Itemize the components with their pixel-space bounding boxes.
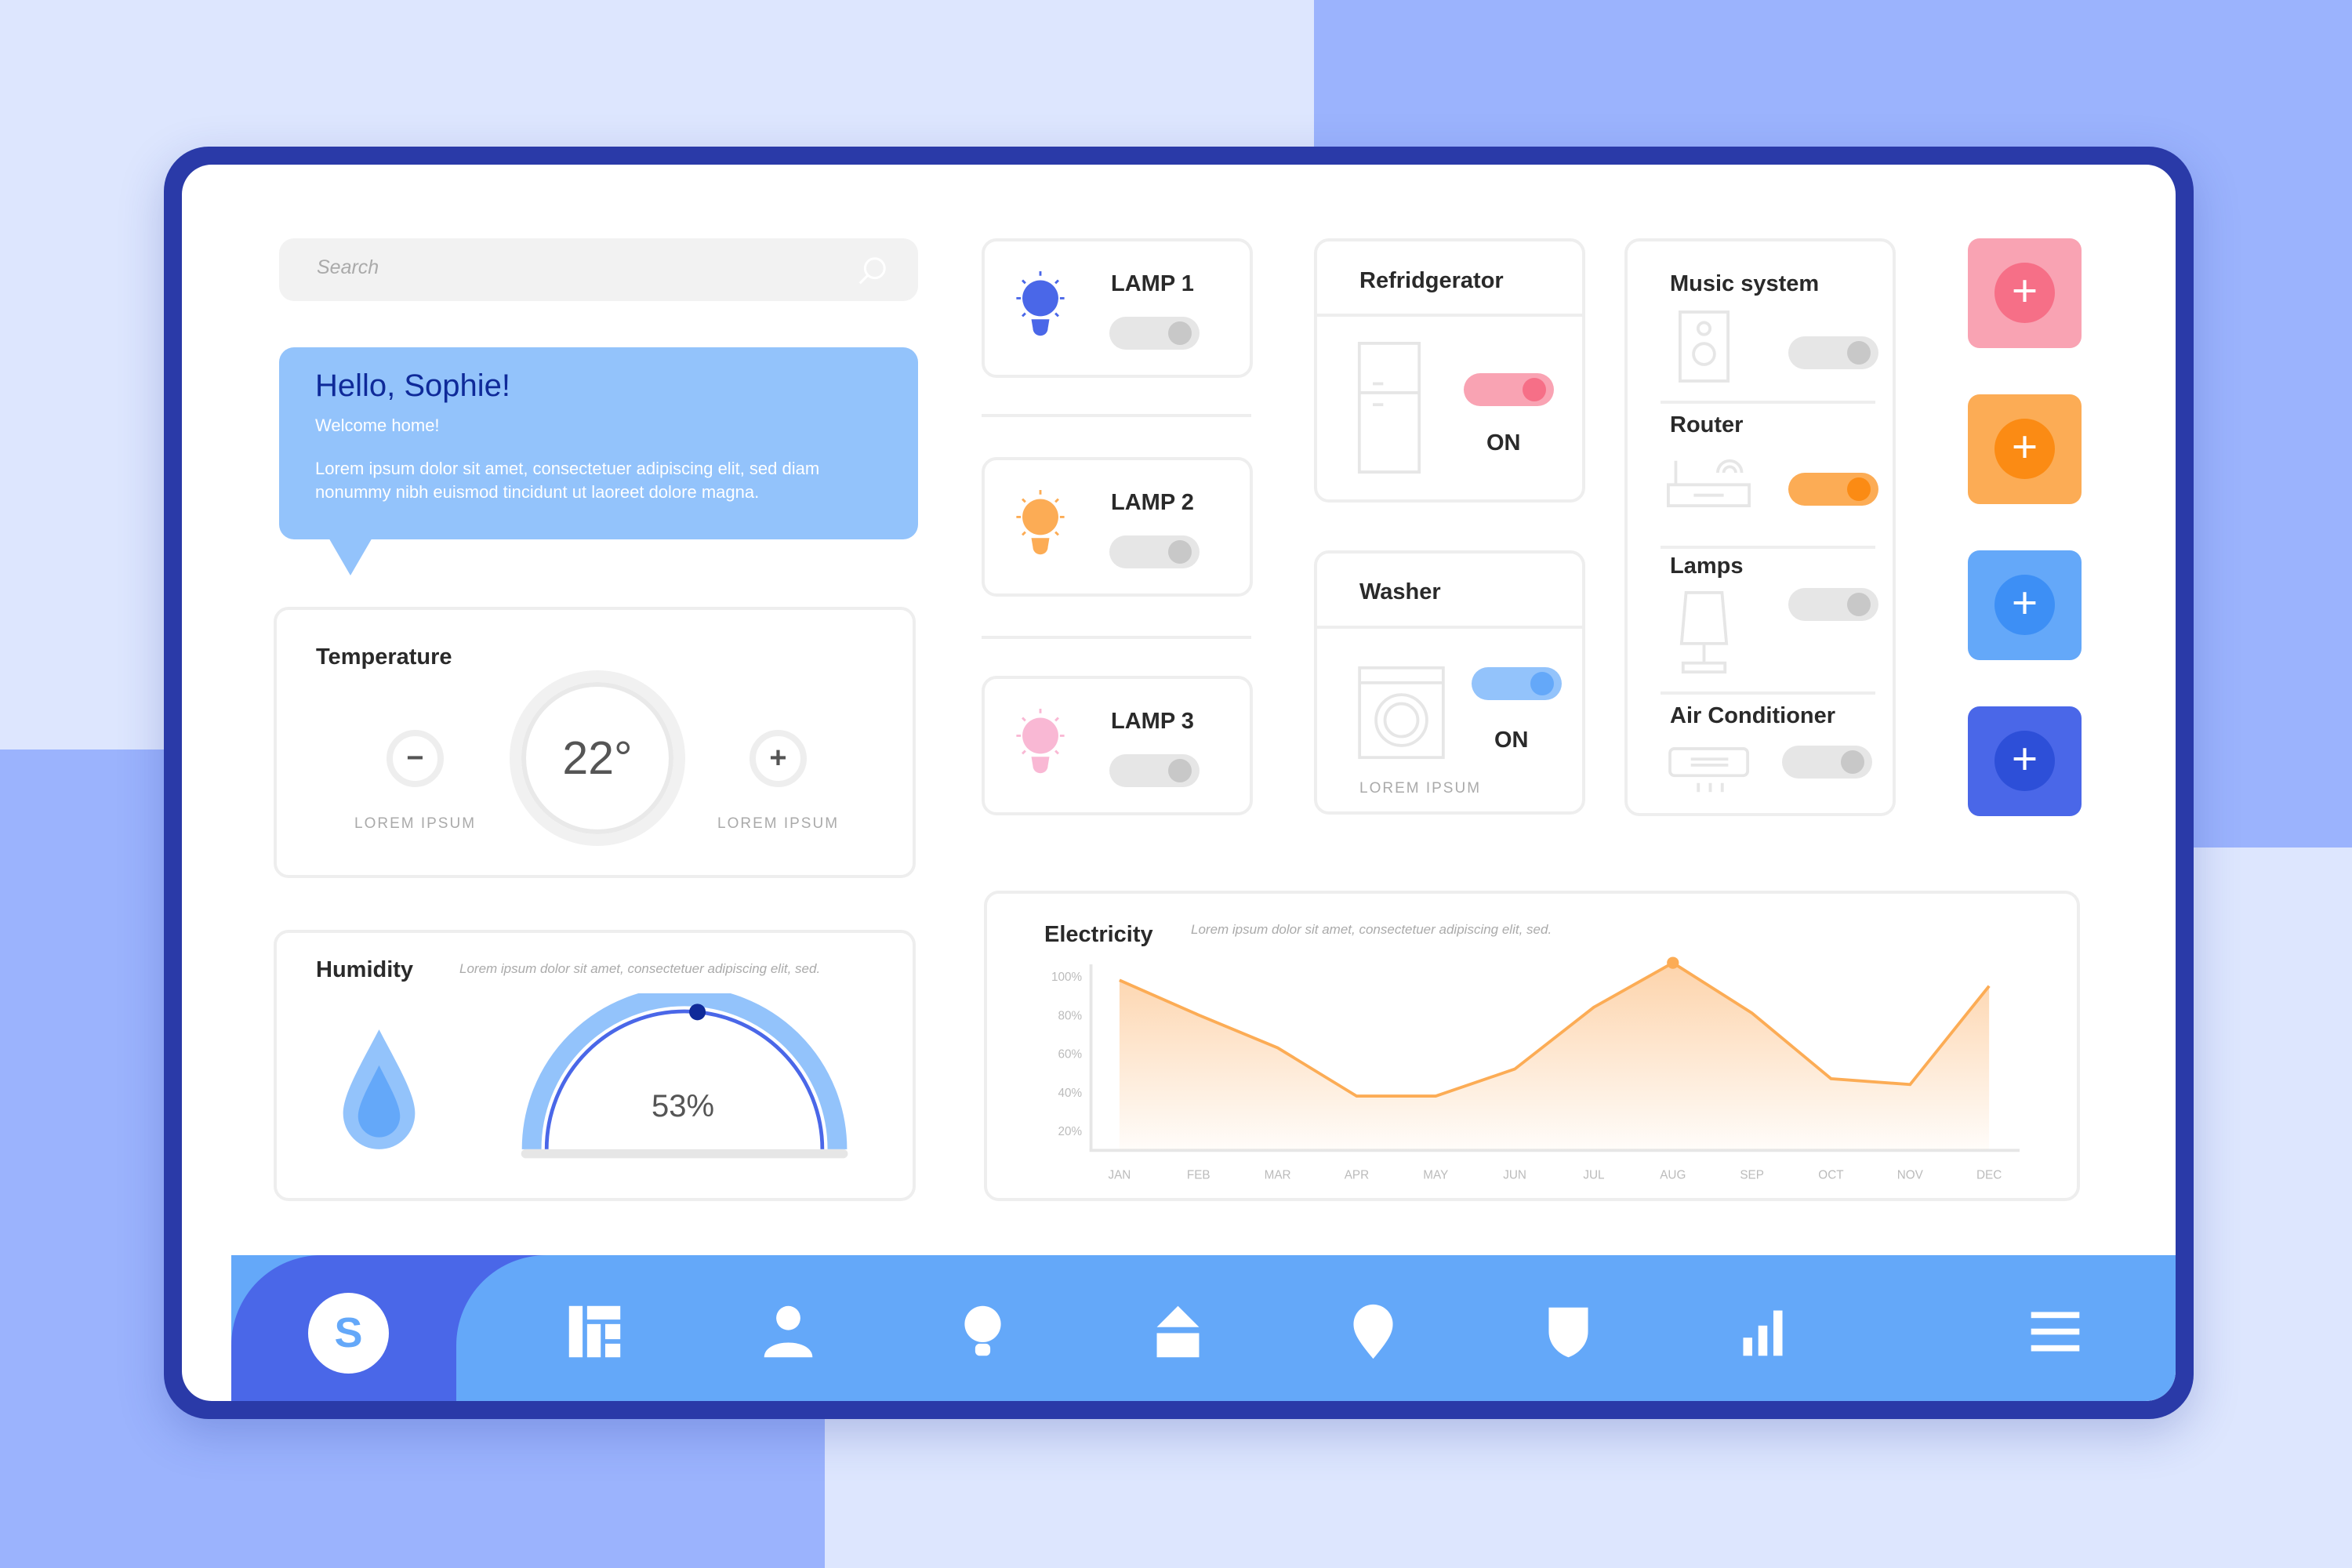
search-placeholder: Search [317, 256, 379, 278]
add-device-button[interactable]: + [1968, 550, 2082, 660]
shield-icon[interactable] [1538, 1301, 1599, 1362]
router-toggle[interactable] [1788, 473, 1878, 506]
washer-status: ON [1494, 728, 1529, 753]
minus-label: LOREM IPSUM [354, 815, 477, 832]
lamp-label: LAMP 1 [1111, 271, 1194, 296]
router-icon [1667, 459, 1751, 507]
washer-title: Washer [1359, 579, 1441, 604]
humidity-card: Humidity Lorem ipsum dolor sit amet, con… [274, 930, 916, 1201]
divider [982, 414, 1251, 417]
humidity-title: Humidity [316, 957, 414, 982]
user-icon[interactable] [758, 1301, 818, 1362]
water-drop-icon [343, 1029, 416, 1149]
lamp-toggle[interactable] [1109, 754, 1200, 787]
plus-icon: + [1994, 731, 2055, 791]
add-device-button[interactable]: + [1968, 706, 2082, 816]
device-label: Music system [1670, 271, 1820, 296]
lamp-toggle[interactable] [1109, 317, 1200, 350]
menu-icon[interactable] [2025, 1301, 2085, 1362]
refrigerator-toggle[interactable] [1464, 373, 1554, 406]
greeting-card: Hello, Sophie! Welcome home! Lorem ipsum… [279, 347, 918, 539]
lamp-card: LAMP 1 [982, 238, 1253, 378]
washer-card: Washer ON LOREM IPSUM [1314, 550, 1585, 815]
washer-icon [1358, 666, 1445, 760]
lamp-label: LAMP 2 [1111, 490, 1194, 515]
plus-icon: + [1994, 419, 2055, 479]
light-bulb-icon [1016, 490, 1065, 555]
humidity-gauge [521, 993, 848, 1159]
lamps-toggle[interactable] [1788, 588, 1878, 621]
air-conditioner-icon [1668, 747, 1750, 793]
electricity-description: Lorem ipsum dolor sit amet, consectetuer… [1191, 922, 1552, 937]
greeting-title: Hello, Sophie! [315, 368, 511, 403]
device-label: Air Conditioner [1670, 703, 1836, 728]
speaker-icon [1679, 310, 1730, 383]
gauge-marker [689, 1004, 706, 1021]
search-input[interactable]: Search [279, 238, 918, 301]
avatar[interactable]: S [308, 1293, 389, 1374]
divider [1661, 546, 1875, 549]
divider [1661, 691, 1875, 695]
dashboard: Search Hello, Sophie! Welcome home! Lore… [182, 165, 2176, 1401]
dashboard-icon[interactable] [564, 1301, 625, 1362]
lamp-card: LAMP 3 [982, 676, 1253, 815]
refrigerator-card: Refridgerator ON [1314, 238, 1585, 503]
bulb-icon[interactable] [953, 1301, 1013, 1362]
lamp-icon [1679, 591, 1729, 674]
air-conditioner-toggle[interactable] [1782, 746, 1872, 779]
refrigerator-status: ON [1486, 430, 1521, 456]
humidity-description: Lorem ipsum dolor sit amet, consectetuer… [459, 961, 821, 976]
temperature-title: Temperature [316, 644, 452, 670]
plus-icon: + [1994, 575, 2055, 635]
bubble-tail [328, 536, 373, 575]
lamp-card: LAMP 2 [982, 457, 1253, 597]
devices-card: Music system Router Lamps Air Conditione… [1624, 238, 1896, 816]
increase-temp-button[interactable]: + [750, 730, 807, 787]
divider [1317, 626, 1582, 629]
greeting-subtitle: Welcome home! [315, 416, 440, 435]
device-label: Lamps [1670, 554, 1744, 579]
refrigerator-title: Refridgerator [1359, 268, 1504, 293]
decrease-temp-button[interactable]: − [387, 730, 444, 787]
search-icon[interactable] [855, 255, 888, 288]
light-bulb-icon [1016, 709, 1065, 774]
washer-footer: LOREM IPSUM [1359, 780, 1482, 797]
refrigerator-icon [1357, 342, 1421, 474]
electricity-card: Electricity Lorem ipsum dolor sit amet, … [984, 891, 2080, 1201]
electricity-title: Electricity [1044, 922, 1153, 947]
divider [1317, 314, 1582, 317]
home-icon[interactable] [1148, 1301, 1208, 1362]
plus-icon: + [1994, 263, 2055, 323]
lamp-toggle[interactable] [1109, 535, 1200, 568]
temperature-card: Temperature − LOREM IPSUM 22° + LOREM IP… [274, 607, 916, 878]
add-device-button[interactable]: + [1968, 238, 2082, 348]
music-system-toggle[interactable] [1788, 336, 1878, 369]
temperature-dial[interactable]: 22° [510, 670, 685, 846]
washer-toggle[interactable] [1472, 667, 1562, 700]
avatar-initial: S [334, 1309, 363, 1356]
temperature-value: 22° [562, 732, 633, 784]
divider [982, 636, 1251, 639]
location-icon[interactable] [1343, 1301, 1403, 1362]
lamp-label: LAMP 3 [1111, 709, 1194, 734]
device-label: Router [1670, 412, 1744, 437]
humidity-value: 53% [652, 1089, 715, 1123]
divider [1661, 401, 1875, 404]
plus-label: LOREM IPSUM [717, 815, 840, 832]
light-bulb-icon [1016, 271, 1065, 336]
add-device-button[interactable]: + [1968, 394, 2082, 504]
greeting-body: Lorem ipsum dolor sit amet, consectetuer… [315, 459, 820, 502]
bar-chart-icon[interactable] [1733, 1301, 1793, 1362]
